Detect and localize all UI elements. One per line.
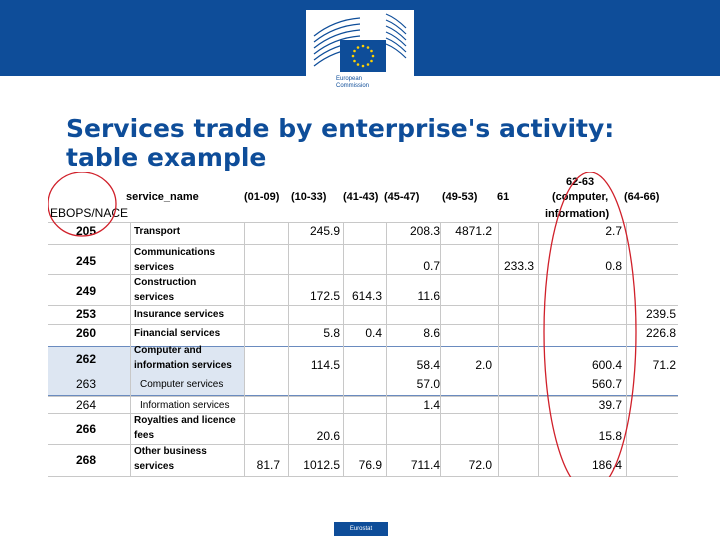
row-service-name: Computer and: [134, 345, 202, 356]
row-divider: [48, 396, 678, 397]
row-value-cell: 1012.5: [303, 458, 340, 472]
row-service-name: Information services: [140, 400, 230, 411]
row-value-cell: 4871.2: [455, 224, 492, 238]
header-col-49-53: (49-53): [442, 191, 478, 203]
row-value-cell: 11.6: [417, 289, 440, 303]
footer-eurostat-badge: Eurostat: [334, 522, 388, 536]
row-value-cell: 560.7: [591, 377, 622, 391]
row-service-name: Other business: [134, 446, 207, 457]
row-code: 266: [76, 422, 97, 436]
logo-line-2: Commission: [336, 83, 370, 89]
header-col-41-43: (41-43): [343, 191, 379, 203]
header-col-62-63-line2: (computer,: [552, 191, 609, 203]
row-service-name-cont: information services: [134, 360, 232, 371]
col-divider: [538, 222, 539, 477]
row-code: 245: [76, 254, 97, 268]
row-service-name-cont: services: [134, 292, 175, 303]
row-value-cell: 2.7: [605, 224, 622, 238]
corner-label: EBOPS/NACE: [50, 206, 129, 220]
commission-building-icon: [313, 13, 407, 72]
row-divider: [48, 305, 678, 306]
logo-text: European Commission: [336, 76, 369, 90]
row-value-cell: 72.0: [468, 458, 492, 472]
row-divider: [48, 324, 678, 325]
row-code: 205: [76, 224, 97, 238]
row-code: 260: [76, 326, 97, 340]
row-value-cell: 20.6: [316, 429, 340, 443]
highlight-border: [48, 346, 678, 396]
col-divider: [498, 222, 499, 477]
row-value-cell: 233.3: [503, 259, 534, 273]
row-value-cell: 600.4: [591, 358, 622, 372]
highlight-fill: [48, 346, 244, 396]
header-col-45-47: (45-47): [384, 191, 420, 203]
row-code: 264: [76, 398, 97, 412]
row-value-cell: 239.5: [645, 307, 676, 321]
row-value-cell: 186.4: [591, 458, 622, 472]
header-service-name: service_name: [126, 191, 199, 203]
header-col-64-66: (64-66): [624, 191, 660, 203]
row-value-cell: 71.2: [652, 358, 676, 372]
row-service-name: Construction: [134, 277, 197, 288]
row-code: 268: [76, 453, 97, 467]
row-value-cell: 245.9: [309, 224, 340, 238]
row-value-cell: 15.8: [598, 429, 622, 443]
row-value-cell: 0.7: [423, 259, 440, 273]
row-value-cell: 5.8: [323, 326, 340, 340]
row-value-cell: 76.9: [358, 458, 382, 472]
row-value-cell: 58.4: [416, 358, 440, 372]
col-divider: [244, 222, 245, 477]
col-divider: [440, 222, 441, 477]
col-divider: [626, 222, 627, 477]
row-value-cell: 0.8: [605, 259, 622, 273]
row-value-cell: 614.3: [351, 289, 382, 303]
header-col-01-09: (01-09): [244, 191, 280, 203]
col-divider: [386, 222, 387, 477]
row-value-cell: 208.3: [409, 224, 440, 238]
row-value-cell: 0.4: [365, 326, 382, 340]
row-value-cell: 57.0: [416, 377, 440, 391]
header-col-62-63-line3: information): [545, 208, 610, 220]
header-col-62-63-line1: 62-63: [566, 176, 595, 188]
page-title: Services trade by enterprise's activity:…: [66, 114, 615, 172]
row-value-cell: 2.0: [475, 358, 492, 372]
row-divider: [48, 274, 678, 275]
row-service-name: Financial services: [134, 328, 221, 339]
row-service-name: Royalties and licence: [134, 415, 236, 426]
col-divider: [130, 222, 131, 477]
row-service-name-cont: fees: [134, 430, 155, 441]
row-value-cell: 172.5: [309, 289, 340, 303]
row-service-name: Insurance services: [134, 309, 225, 320]
header-col-10-33: (10-33): [291, 191, 327, 203]
services-trade-table: EBOPS/NACE service_name (01-09) (10-33) …: [48, 172, 678, 477]
row-service-name: Transport: [134, 226, 181, 237]
row-divider: [48, 476, 678, 477]
row-value-cell: 226.8: [645, 326, 676, 340]
row-service-name: Computer services: [140, 379, 224, 390]
row-divider: [48, 244, 678, 245]
row-divider: [48, 444, 678, 445]
row-divider: [48, 413, 678, 414]
row-value-cell: 8.6: [423, 326, 440, 340]
row-code: 249: [76, 284, 97, 298]
row-value-cell: 39.7: [598, 398, 622, 412]
row-code: 262: [76, 352, 97, 366]
row-value-cell: 711.4: [410, 458, 440, 472]
row-code: 263: [76, 377, 97, 391]
row-divider: [48, 222, 678, 223]
european-commission-logo: European Commission: [306, 10, 414, 102]
row-value-cell: 81.7: [256, 458, 280, 472]
col-divider: [343, 222, 344, 477]
header-col-61: 61: [497, 191, 510, 203]
col-divider: [288, 222, 289, 477]
row-service-name-cont: services: [134, 262, 175, 273]
row-service-name-cont: services: [134, 461, 175, 472]
logo-line-1: European: [336, 76, 363, 82]
row-code: 253: [76, 307, 97, 321]
eu-stars: [351, 44, 375, 68]
row-service-name: Communications: [134, 247, 216, 258]
row-value-cell: 114.5: [310, 358, 340, 372]
row-value-cell: 1.4: [423, 398, 440, 412]
